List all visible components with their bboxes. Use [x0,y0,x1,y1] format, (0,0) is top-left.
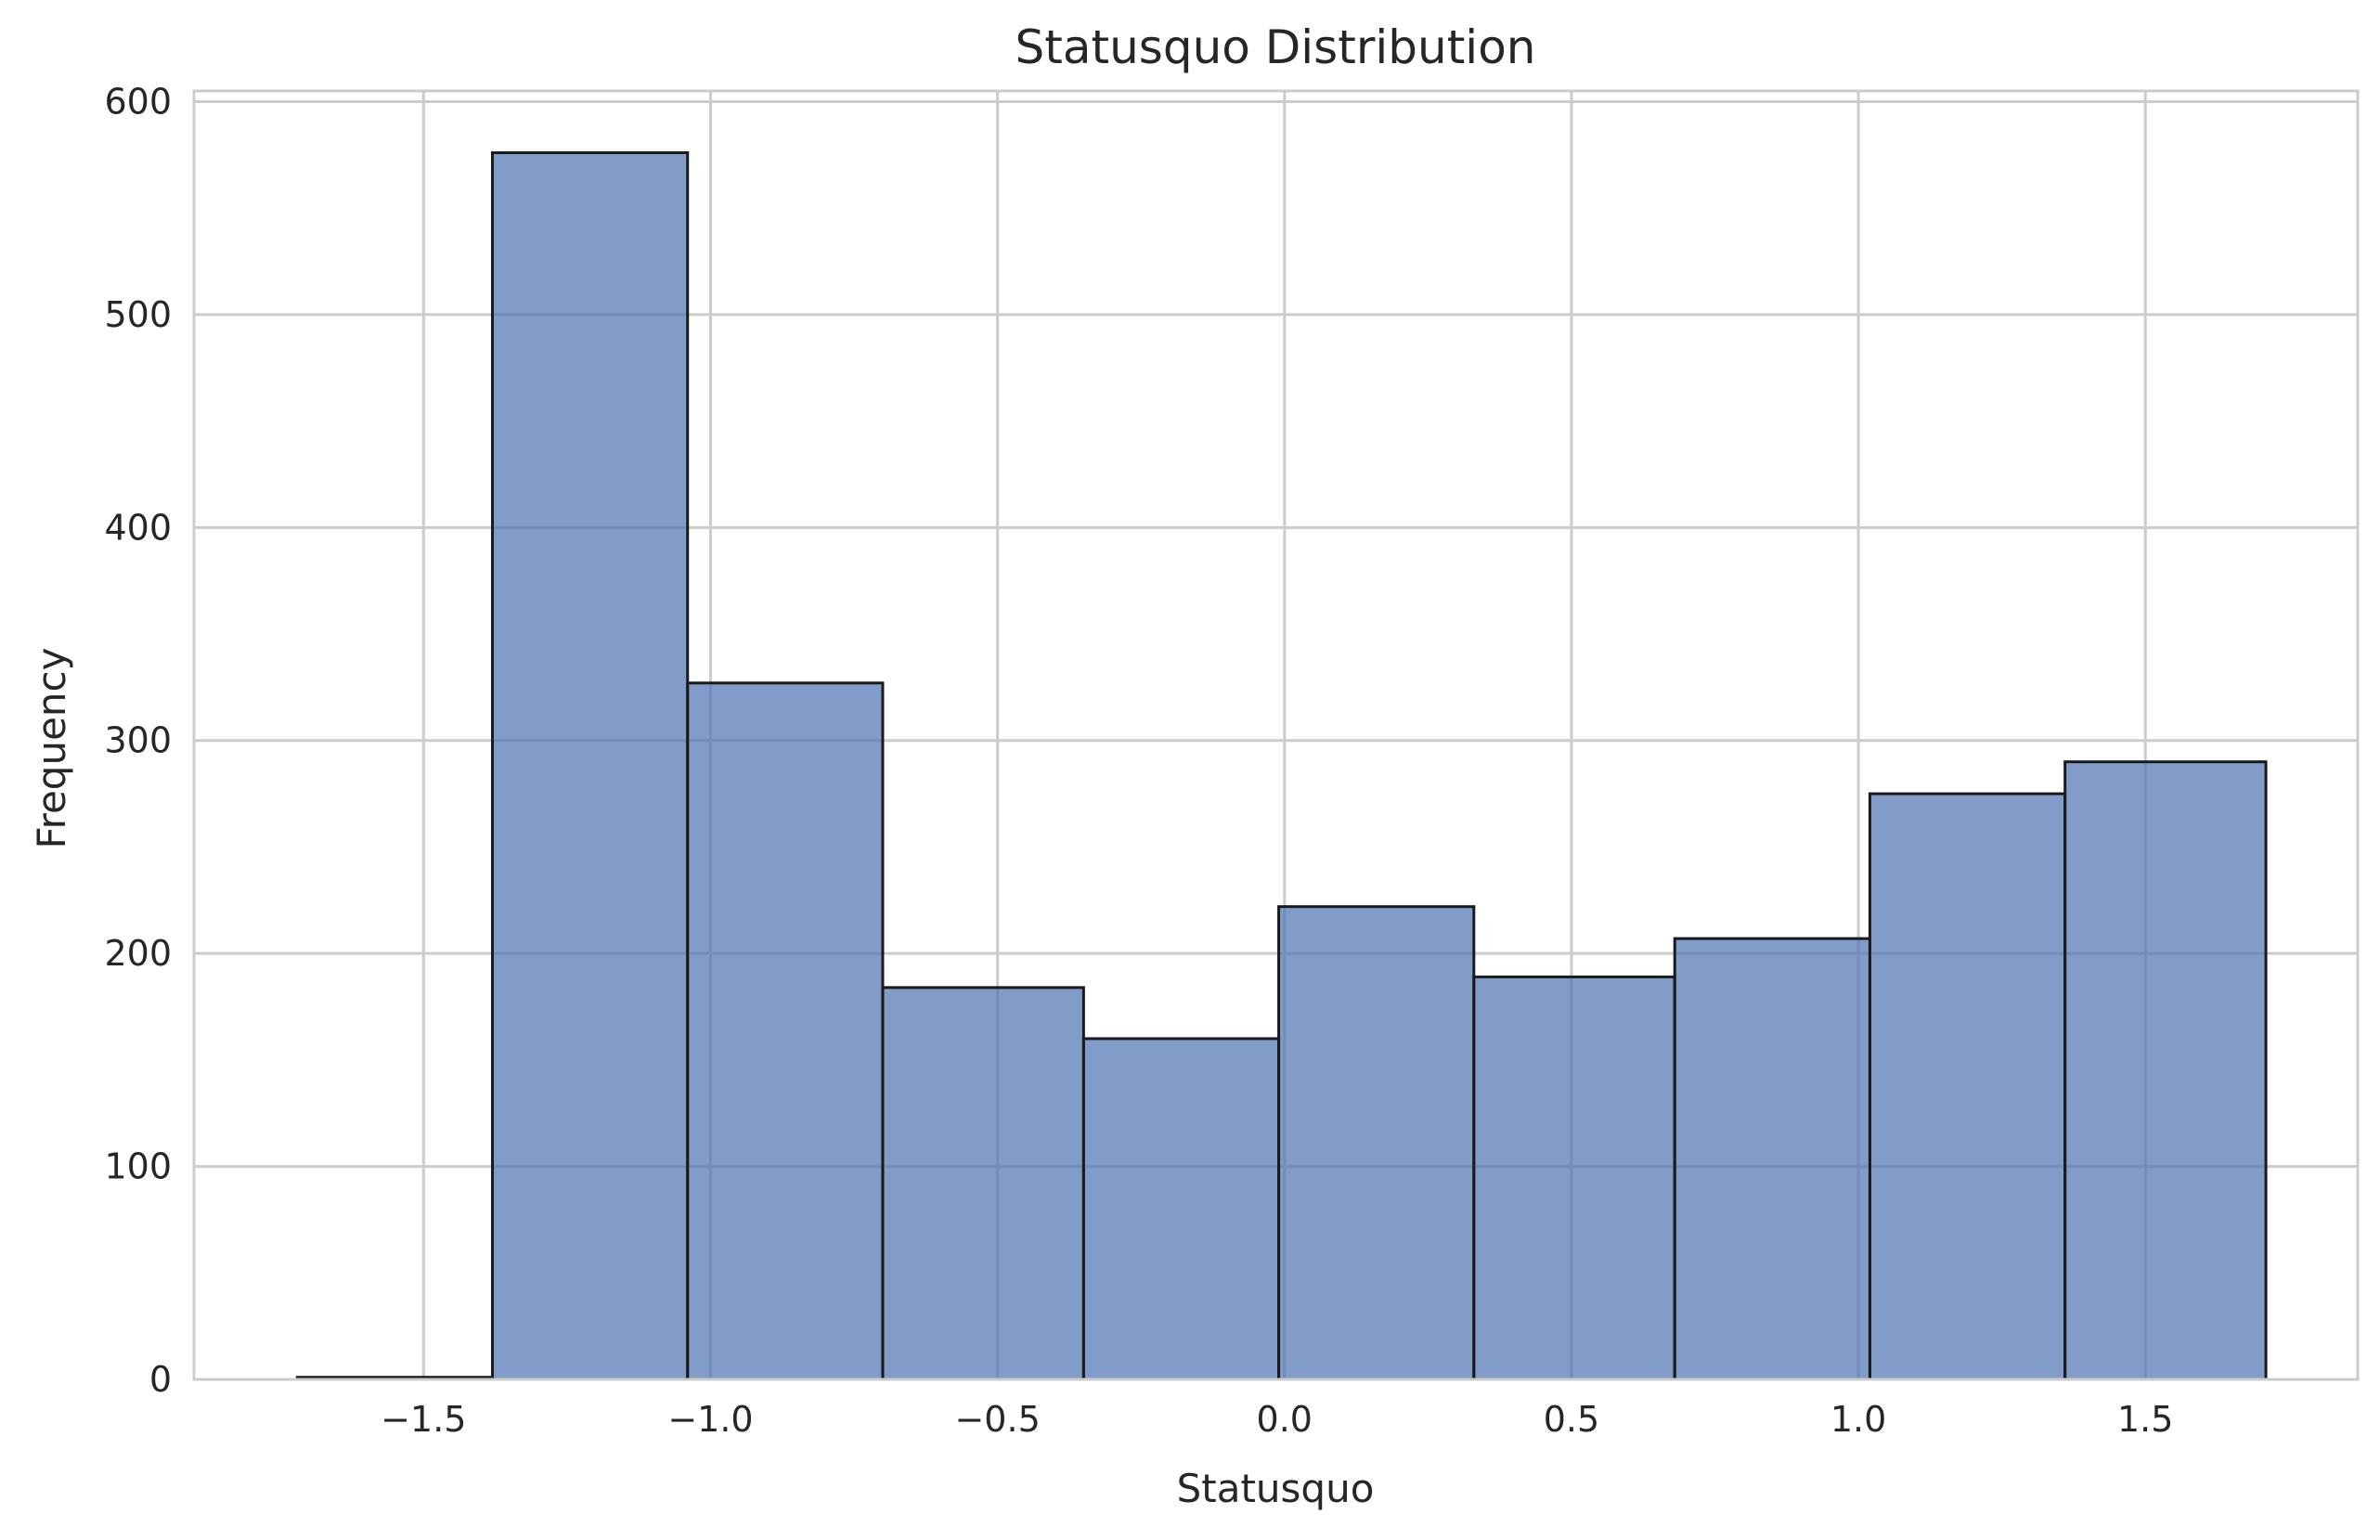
x-tick-label: 0.0 [1257,1399,1313,1440]
histogram-bar [491,151,690,1381]
histogram-bar [881,986,1085,1381]
y-tick-label: 200 [104,933,172,974]
y-tick-labels: 0 100 200 300 400 500 600 [104,81,172,1400]
y-tick-label: 600 [104,81,172,122]
x-tick-labels: −1.5 −1.0 −0.5 0.0 0.5 1.0 1.5 [381,1399,2173,1440]
histogram-bar [1081,1037,1281,1381]
x-tick-label: 1.0 [1830,1399,1886,1440]
plot-frame [192,89,2360,1381]
y-tick-label: 100 [104,1146,172,1187]
histogram-bar [1673,937,1871,1381]
x-tick-label: −0.5 [954,1399,1040,1440]
y-axis-label: Frequency [29,648,74,849]
x-tick-label: 0.5 [1544,1399,1599,1440]
x-tick-label: −1.5 [381,1399,466,1440]
histogram-bar [1277,905,1476,1381]
x-axis-label: Statusquo [1177,1466,1375,1511]
histogram-bar [1472,975,1676,1381]
histogram-bar [686,681,885,1381]
x-tick-label: −1.0 [667,1399,753,1440]
y-tick-label: 400 [104,507,172,548]
y-tick-label: 0 [149,1359,172,1400]
chart-title: Statusquo Distribution [1015,20,1536,74]
y-tick-label: 500 [104,294,172,335]
histogram-bar [1868,792,2067,1381]
x-tick-label: 1.5 [2117,1399,2173,1440]
y-tick-label: 300 [104,720,172,761]
histogram-bar [2063,760,2268,1381]
